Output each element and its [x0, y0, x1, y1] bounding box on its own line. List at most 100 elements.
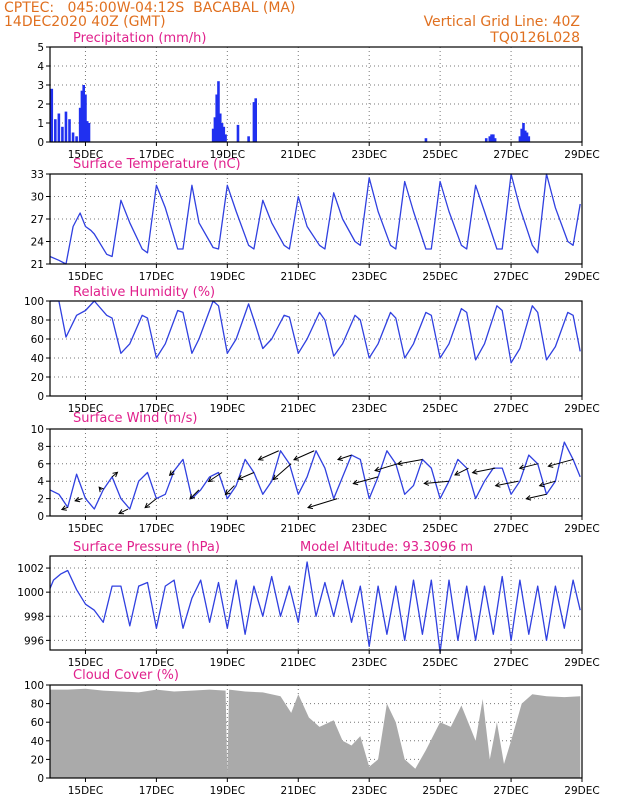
y-tick-label: 4: [37, 476, 44, 488]
wind-arrow-head: [189, 493, 195, 500]
x-tick-label: 25DEC: [422, 657, 457, 669]
precip-bar: [527, 136, 531, 142]
precip-bar: [493, 138, 497, 142]
precip-bar: [64, 111, 68, 142]
x-tick-label: 27DEC: [493, 149, 528, 161]
x-tick-label: 27DEC: [493, 785, 528, 797]
panel-title: Surface Pressure (hPa): [73, 540, 220, 555]
precip-bar: [222, 126, 226, 142]
wind-arrow-head: [352, 479, 359, 486]
x-tick-label: 21DEC: [281, 403, 316, 415]
wind-arrow-shaft: [144, 498, 157, 508]
precip-bar: [84, 94, 87, 142]
precip-bar: [213, 117, 217, 142]
y-tick-label: 1000: [17, 587, 44, 599]
panel-frame: [49, 46, 583, 143]
wind-arrow-shaft: [539, 480, 556, 487]
precip-bar: [518, 136, 522, 142]
wind-arrow-head: [272, 474, 279, 481]
wind-arrow-shaft: [225, 485, 235, 495]
precip-bar: [254, 98, 258, 142]
precip-bar: [492, 134, 495, 142]
wind-arrow-shaft: [189, 489, 200, 500]
precip-bar: [525, 132, 529, 142]
wind-arrow-head: [112, 471, 119, 478]
x-tick-label: 29DEC: [564, 271, 599, 283]
x-tick-label: 23DEC: [351, 785, 386, 797]
y-tick-label: 4: [37, 61, 44, 73]
precip-bar: [68, 119, 71, 142]
wind-arrow-shaft: [237, 472, 255, 480]
x-tick-label: 29DEC: [564, 403, 599, 415]
x-tick-label: 25DEC: [422, 271, 457, 283]
wind-arrow-head: [396, 460, 403, 466]
y-tick-label: 5: [37, 42, 44, 54]
precip-bar: [78, 107, 82, 142]
x-tick-label: 29DEC: [564, 523, 599, 535]
x-tick-label: 15DEC: [68, 523, 103, 535]
x-tick-label: 21DEC: [281, 271, 316, 283]
x-tick-label: 21DEC: [281, 523, 316, 535]
wind-arrow-shaft: [293, 450, 315, 461]
panel-title: Surface Wind (m/s): [73, 411, 197, 426]
y-tick-label: 1: [37, 118, 44, 130]
series-line-3: [49, 441, 581, 510]
wind-arrow-shaft: [526, 493, 547, 500]
header-line1-right: Vertical Grid Line: 40Z: [423, 14, 580, 30]
panel-title: Surface Temperature (nC): [73, 157, 241, 172]
y-tick-label: 40: [31, 353, 44, 365]
wind-arrow-head: [168, 470, 175, 476]
x-tick-label: 27DEC: [493, 657, 528, 669]
x-tick-label: 23DEC: [351, 149, 386, 161]
y-tick-label: 80: [31, 699, 44, 711]
wind-arrow-head: [257, 455, 264, 461]
y-tick-label: 1002: [17, 563, 44, 575]
panel-frame: [49, 684, 583, 779]
panel-title: Precipitation (mm/h): [73, 31, 206, 46]
y-tick-label: 8: [37, 441, 44, 453]
wind-arrow-head: [538, 481, 545, 488]
y-tick-label: 3: [37, 80, 44, 92]
y-tick-label: 0: [37, 511, 44, 523]
wind-arrow-shaft: [307, 498, 338, 509]
x-tick-label: 15DEC: [68, 657, 103, 669]
header-line1-left: CPTEC: 045:00W-04:12S BACABAL (MA): [4, 0, 296, 16]
panel-title: Cloud Cover (%): [73, 668, 179, 683]
y-tick-label: 0: [37, 773, 44, 785]
panel-frame: [49, 555, 583, 651]
wind-arrow-shaft: [353, 476, 379, 485]
series-line-1: [49, 173, 581, 265]
wind-arrow-shaft: [61, 506, 68, 511]
precip-bar: [57, 113, 61, 142]
precip-bar: [220, 123, 224, 142]
x-tick-label: 25DEC: [422, 523, 457, 535]
wind-arrow-head: [525, 495, 532, 501]
x-tick-label: 15DEC: [68, 403, 103, 415]
x-tick-label: 19DEC: [210, 657, 245, 669]
wind-arrow-shaft: [472, 467, 496, 474]
precip-bar: [61, 126, 64, 142]
precip-bar: [252, 102, 256, 142]
y-tick-label: 80: [31, 315, 44, 327]
x-tick-label: 29DEC: [564, 149, 599, 161]
series-line-4: [49, 561, 581, 654]
y-tick-label: 998: [24, 611, 44, 623]
y-tick-label: 2: [37, 99, 44, 111]
cloud-cover-area: [50, 688, 581, 778]
x-tick-label: 17DEC: [139, 149, 174, 161]
x-tick-label: 29DEC: [564, 785, 599, 797]
panel-title: Relative Humidity (%): [73, 285, 215, 300]
header-line2-right: TQ0126L028: [490, 30, 580, 46]
x-tick-label: 17DEC: [139, 785, 174, 797]
precip-bar: [520, 128, 524, 142]
x-tick-label: 21DEC: [281, 657, 316, 669]
precip-bar: [218, 113, 222, 142]
x-tick-label: 23DEC: [351, 657, 386, 669]
precip-bar: [75, 136, 78, 142]
x-tick-label: 29DEC: [564, 657, 599, 669]
wind-arrow-shaft: [519, 463, 538, 469]
x-tick-label: 23DEC: [351, 403, 386, 415]
wind-arrow-shaft: [374, 463, 398, 472]
panel-frame: [49, 428, 583, 517]
y-tick-label: 24: [31, 237, 45, 249]
